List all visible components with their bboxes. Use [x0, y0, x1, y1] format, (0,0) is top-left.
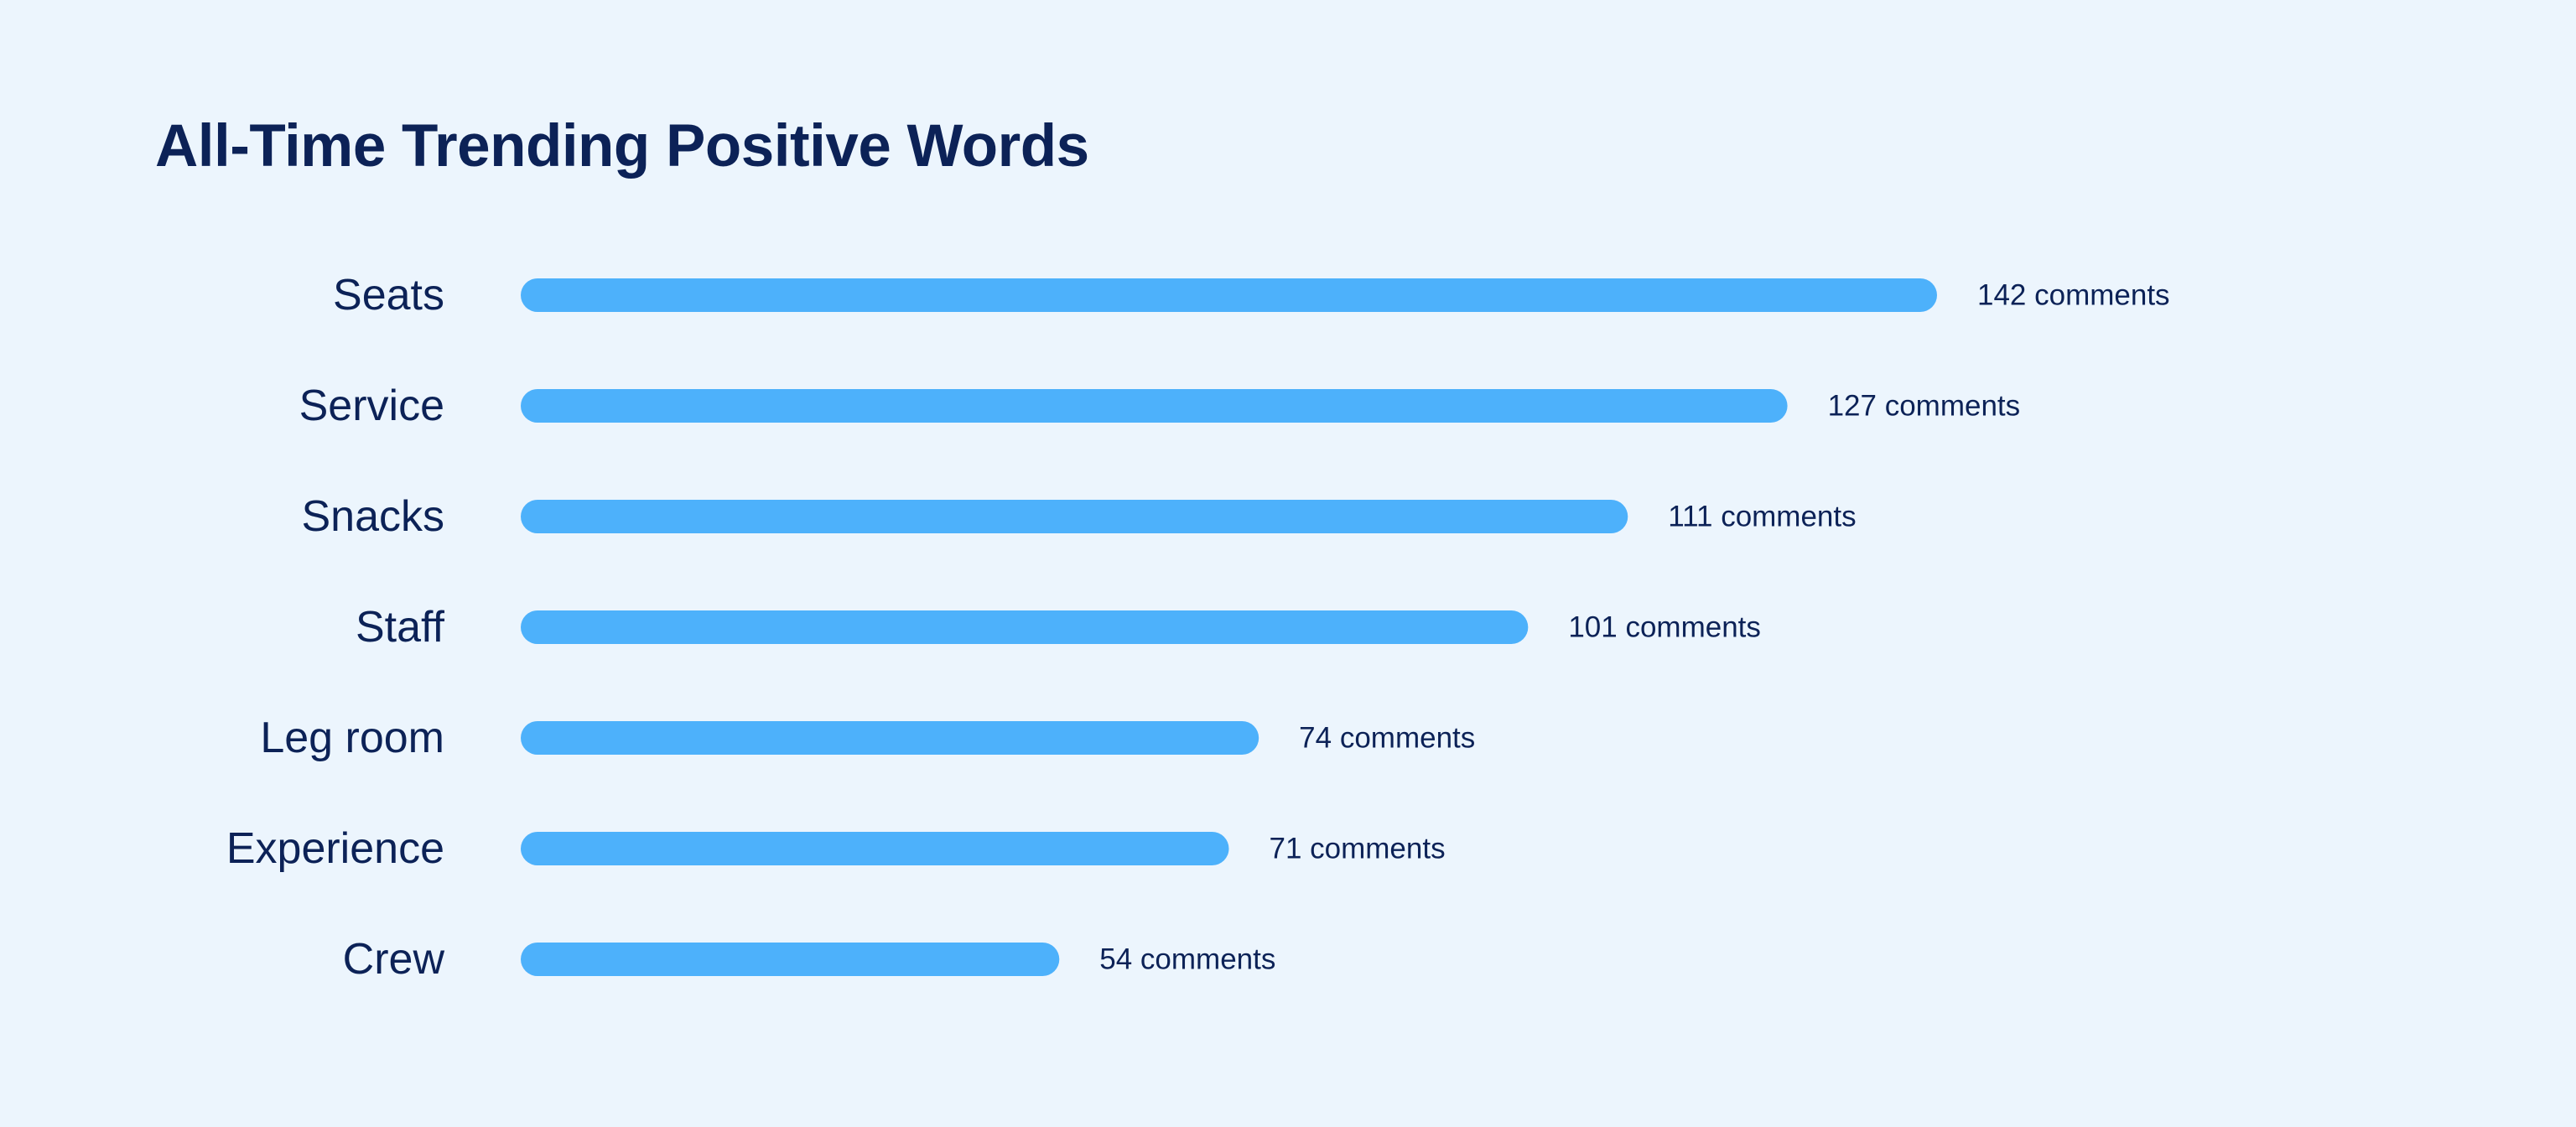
category-label-staff: Staff [356, 603, 445, 652]
chart-title: All-Time Trending Positive Words [155, 113, 1089, 179]
category-label-leg-room: Leg room [260, 714, 444, 762]
bar-service [521, 389, 1788, 423]
category-label-crew: Crew [343, 935, 445, 984]
value-label-leg-room: 74 comments [1299, 722, 1475, 755]
bar-leg-room [521, 721, 1259, 755]
value-label-experience: 71 comments [1270, 833, 1446, 865]
category-label-service: Service [299, 382, 444, 430]
value-label-staff: 101 comments [1568, 611, 1761, 644]
bar-experience [521, 832, 1229, 865]
bar-seats [521, 278, 1937, 312]
value-label-snacks: 111 comments [1668, 501, 1856, 533]
bar-staff [521, 610, 1529, 644]
bar-crew [521, 943, 1060, 976]
category-label-snacks: Snacks [301, 492, 444, 541]
value-label-service: 127 comments [1828, 390, 2021, 423]
bar-snacks [521, 500, 1628, 533]
value-label-seats: 142 comments [1977, 279, 2170, 312]
value-label-crew: 54 comments [1099, 943, 1275, 976]
category-label-experience: Experience [226, 824, 444, 873]
category-label-seats: Seats [333, 271, 444, 319]
